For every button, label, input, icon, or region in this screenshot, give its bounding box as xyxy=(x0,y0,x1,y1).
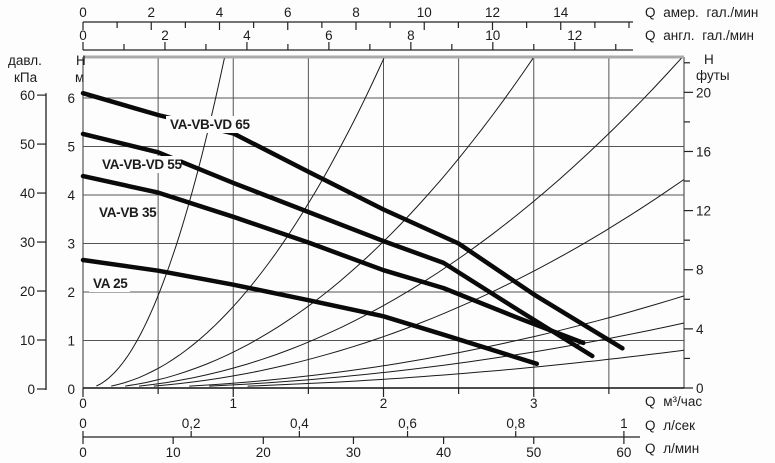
tick-label: 3 xyxy=(67,237,75,252)
axis-top-uk-gpm: 0 2 4 6 8 10 12 xyxy=(79,28,633,51)
axis-label-kpa-line1: давл. xyxy=(8,53,42,68)
tick-label: 50 xyxy=(526,445,541,460)
tick-label: 0,2 xyxy=(182,416,201,431)
system-curve xyxy=(125,57,534,387)
tick-label: 5 xyxy=(67,140,75,155)
curve-label: VA 25 xyxy=(93,276,128,291)
tick-label: 30 xyxy=(346,445,361,460)
curve-label-backing xyxy=(98,156,181,173)
tick-label: 20 xyxy=(256,445,271,460)
tick-label: 0 xyxy=(67,382,75,397)
tick-label: 2 xyxy=(147,5,155,20)
tick-label: 1 xyxy=(620,416,628,431)
tick-label: 50 xyxy=(20,137,35,152)
axis-left-kpa: 0 10 20 30 40 50 60 xyxy=(20,88,47,397)
curve-label: VA-VB-VD 55 xyxy=(102,157,183,172)
tick-label: 30 xyxy=(20,235,35,250)
tick-label: 10 xyxy=(166,445,181,460)
axis-label-ft-line1: H xyxy=(704,52,714,67)
tick-label: 40 xyxy=(436,445,451,460)
axis-label-uk-gpm: Q англ. гал./мин xyxy=(645,28,755,43)
curve-label: VA-VB 35 xyxy=(99,205,157,220)
axis-left-meters: 0 1 2 3 4 5 6 xyxy=(67,91,75,397)
tick-label: 6 xyxy=(284,5,292,20)
tick-label: 14 xyxy=(553,5,569,20)
system-curve xyxy=(139,57,682,387)
pump-curves xyxy=(80,90,625,367)
tick-label: 60 xyxy=(616,445,631,460)
tick-label: 12 xyxy=(567,28,582,43)
tick-label: 0 xyxy=(79,416,87,431)
tick-label: 10 xyxy=(20,333,35,348)
axis-top-us-gpm: 0 2 4 6 8 10 12 14 xyxy=(79,5,633,30)
tick-label: 8 xyxy=(352,5,360,20)
tick-label: 2 xyxy=(380,396,388,411)
tick-label: 12 xyxy=(696,204,711,219)
tick-label: 0,8 xyxy=(506,416,525,431)
tick-label: 4 xyxy=(67,188,75,203)
curve-label-backing xyxy=(95,204,157,221)
system-curve xyxy=(96,58,225,387)
system-curves xyxy=(96,57,685,387)
tick-label: 0 xyxy=(79,396,87,411)
tick-label: 16 xyxy=(696,144,711,159)
axis-label-m3h: Q м³/час xyxy=(645,394,703,409)
tick-label: 0 xyxy=(27,382,35,397)
tick-label: 8 xyxy=(696,263,704,278)
tick-label: 0 xyxy=(79,28,87,43)
axis-label-us-gpm: Q амер. гал./мин xyxy=(645,5,759,20)
curve-label-backing xyxy=(89,275,130,292)
tick-label: 10 xyxy=(485,28,500,43)
tick-label: 60 xyxy=(20,88,35,103)
system-curve xyxy=(247,349,685,387)
tick-label: 10 xyxy=(417,5,432,20)
tick-label: 4 xyxy=(243,28,251,43)
tick-label: 8 xyxy=(407,28,415,43)
axis-label-ls: Q л/сек xyxy=(645,418,696,433)
tick-label: 0,4 xyxy=(290,416,309,431)
tick-label: 0 xyxy=(696,381,704,396)
system-curve xyxy=(111,57,385,387)
axis-label-lmin: Q л/мин xyxy=(645,441,700,456)
axis-label-m-line1: H xyxy=(76,53,86,68)
system-curve xyxy=(153,179,685,387)
tick-label: 6 xyxy=(325,28,333,43)
axis-label-m-line2: м xyxy=(75,70,85,85)
gridlines xyxy=(82,55,685,389)
system-curve xyxy=(189,295,685,387)
tick-label: 40 xyxy=(20,186,35,201)
tick-label: 12 xyxy=(485,5,500,20)
tick-label: 0 xyxy=(79,5,87,20)
tick-label: 0 xyxy=(79,445,87,460)
tick-label: 4 xyxy=(216,5,224,20)
pump-curve-labels: VA-VB-VD 65 VA-VB-VD 55 VA-VB 35 VA 25 xyxy=(89,116,251,292)
axis-bottom-ls-lmin: 0 0,2 0,4 0,6 0,8 10 10 20 30 40 50 60 xyxy=(79,416,640,460)
tick-label: 1 xyxy=(67,334,75,349)
tick-label: 2 xyxy=(67,285,75,300)
axis-bottom-m3h: 0 1 2 3 xyxy=(79,388,610,411)
tick-label: 4 xyxy=(696,322,704,337)
tick-label: 3 xyxy=(530,396,538,411)
tick-label: 1 xyxy=(229,396,237,411)
tick-label: 20 xyxy=(20,284,35,299)
tick-label: 2 xyxy=(161,28,169,43)
tick-label: 0,6 xyxy=(398,416,417,431)
curve-label-backing xyxy=(166,116,249,133)
pump-curve-va-vb-35 xyxy=(80,173,586,346)
tick-label: 6 xyxy=(67,91,75,106)
axis-label-ft-line2: футы xyxy=(696,68,730,83)
curve-label: VA-VB-VD 65 xyxy=(170,117,251,132)
tick-label: 20 xyxy=(696,85,711,100)
axis-label-kpa-line2: кПа xyxy=(14,70,38,85)
axis-right-feet: 0 4 8 12 16 20 xyxy=(684,62,711,396)
pump-curve-va-25 xyxy=(80,257,540,367)
